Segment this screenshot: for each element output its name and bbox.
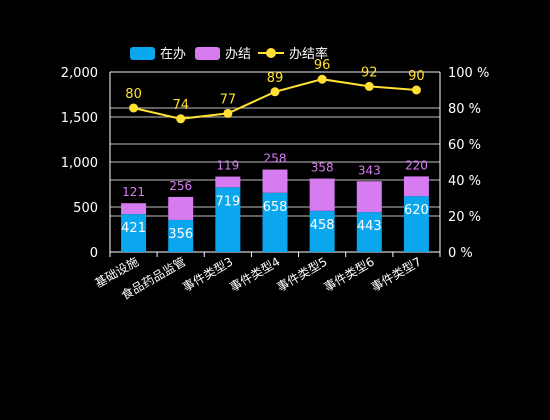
legend-swatch-in-progress	[130, 47, 155, 60]
rate-point	[364, 81, 374, 91]
bar-in-progress	[121, 214, 147, 252]
bar-label-in-progress: 620	[404, 203, 429, 218]
bar-label-in-progress: 719	[215, 194, 240, 209]
rate-label: 89	[267, 71, 284, 86]
bar-label-completed: 258	[264, 152, 287, 166]
x-tick-label: 事件类型4	[227, 254, 282, 294]
bar-in-progress	[403, 196, 429, 252]
rate-point	[317, 74, 327, 84]
y-left-tick-label: 1,000	[61, 156, 98, 171]
bar-in-progress	[168, 219, 194, 252]
bar-completed	[356, 181, 382, 213]
y-left-tick-label: 2,000	[61, 66, 98, 81]
legend[interactable]: 在办 办结 办结率	[130, 46, 328, 62]
y-right-tick-label: 0 %	[448, 246, 473, 261]
bar-in-progress	[309, 210, 335, 252]
bar-label-completed: 256	[169, 179, 192, 193]
rate-label: 90	[408, 69, 425, 84]
rate-label: 77	[220, 92, 237, 107]
legend-label-rate: 办结率	[289, 46, 328, 62]
bar-completed	[262, 169, 288, 193]
y-right-tick-label: 100 %	[448, 66, 489, 81]
bar-in-progress	[356, 212, 382, 252]
bar-completed	[215, 176, 241, 188]
bar-completed	[309, 178, 335, 211]
bar-label-in-progress: 458	[310, 218, 335, 233]
bar-completed	[403, 176, 429, 197]
y-left-tick-label: 1,500	[61, 111, 98, 126]
rate-point	[223, 108, 233, 118]
rate-label: 80	[125, 87, 142, 102]
y-left-tick-label: 500	[73, 201, 98, 216]
y-right-tick-label: 80 %	[448, 102, 481, 117]
y-left-tick-label: 0	[90, 246, 98, 261]
bar-label-completed: 358	[311, 161, 334, 175]
legend-label-completed: 办结	[225, 47, 251, 62]
rate-point	[129, 103, 139, 113]
y-right-tick-label: 60 %	[448, 138, 481, 153]
bar-label-in-progress: 443	[357, 219, 382, 234]
x-tick-label: 事件类型6	[322, 254, 377, 294]
x-tick-label: 事件类型3	[180, 254, 235, 294]
y-right-tick-label: 40 %	[448, 174, 481, 189]
bar-label-completed: 220	[405, 158, 428, 172]
x-tick-label: 事件类型7	[369, 254, 424, 294]
bar-label-in-progress: 658	[263, 200, 288, 215]
rate-point	[176, 114, 186, 124]
bar-completed	[121, 203, 147, 215]
rate-point	[270, 87, 280, 97]
bar-completed	[168, 196, 194, 220]
y-right-tick-label: 20 %	[448, 210, 481, 225]
bar-label-completed: 121	[122, 185, 145, 199]
bar-in-progress	[215, 187, 241, 252]
legend-label-in-progress: 在办	[160, 47, 186, 62]
legend-marker-rate	[266, 48, 276, 58]
rate-label: 92	[361, 65, 378, 80]
bar-label-in-progress: 356	[168, 227, 193, 242]
bar-label-in-progress: 421	[121, 221, 146, 236]
rate-point	[411, 85, 421, 95]
rate-label: 96	[314, 58, 331, 73]
bar-label-completed: 119	[216, 159, 239, 173]
rate-label: 74	[172, 98, 189, 113]
rate-line	[129, 74, 421, 124]
legend-swatch-completed	[195, 47, 220, 60]
bar-label-completed: 343	[358, 163, 381, 177]
x-tick-label: 事件类型5	[274, 254, 329, 294]
data-labels: 421 121 356 256 719 119 658 258 458 358 443 343 620 2…	[121, 58, 429, 242]
bars	[121, 169, 429, 252]
bar-in-progress	[262, 192, 288, 252]
